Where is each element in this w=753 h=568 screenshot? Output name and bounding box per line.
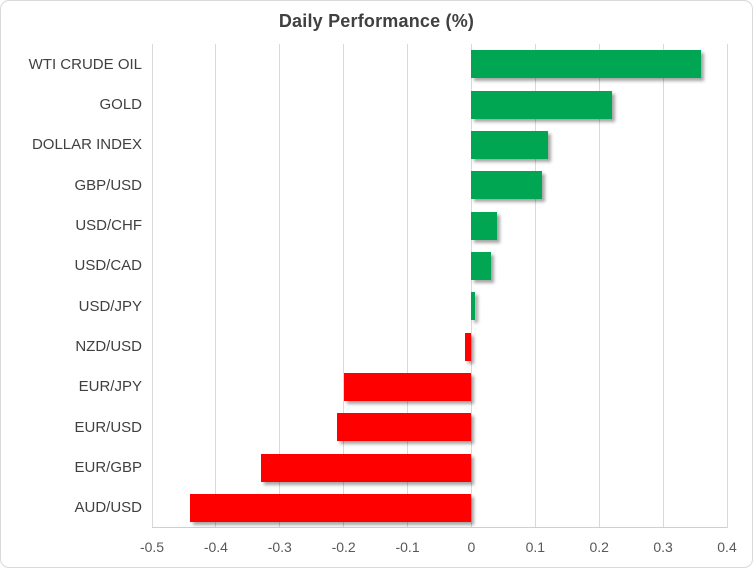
category-label: GBP/USD [74, 176, 142, 194]
gridline [662, 44, 664, 528]
category-label: GOLD [99, 95, 142, 113]
bar-eur-usd [337, 413, 472, 442]
bar-gbp-usd [471, 171, 542, 200]
bar-usd-chf [471, 211, 497, 240]
bar-aud-usd [190, 493, 472, 522]
x-tick-label: -0.5 [139, 539, 165, 555]
x-tick-label: 0.3 [653, 539, 673, 555]
gridline [279, 44, 281, 528]
x-tick-label: 0 [467, 539, 476, 555]
gridline [343, 44, 345, 528]
plot-area [151, 44, 728, 528]
bar-nzd-usd [465, 332, 472, 361]
chart-title: Daily Performance (%) [278, 11, 475, 31]
x-tick-label: -0.2 [331, 539, 356, 555]
category-label: USD/JPY [78, 297, 142, 315]
x-tick-label: 0.4 [717, 539, 737, 555]
bar-eur-jpy [343, 372, 472, 401]
x-tick-label: -0.3 [267, 539, 292, 555]
x-axis-line [152, 527, 727, 528]
category-label: USD/CHF [75, 216, 142, 234]
bar-eur-gbp [260, 453, 472, 482]
bar-dollar-index [471, 130, 549, 159]
category-label: DOLLAR INDEX [31, 136, 142, 154]
gridline [151, 44, 153, 528]
bar-usd-jpy [471, 292, 475, 321]
category-label: AUD/USD [74, 499, 142, 517]
category-label: WTI CRUDE OIL [28, 55, 142, 73]
category-label: NZD/USD [75, 337, 142, 355]
category-label: EUR/USD [74, 418, 142, 436]
x-tick-label: 0.1 [525, 539, 546, 555]
category-label: USD/CAD [74, 257, 142, 275]
gridline [215, 44, 217, 528]
category-label: EUR/GBP [74, 458, 142, 476]
bar-usd-cad [471, 251, 491, 280]
bar-wti-crude-oil [471, 50, 702, 79]
gridline [534, 44, 536, 528]
x-tick-label: -0.1 [395, 539, 420, 555]
x-tick-label: 0.2 [589, 539, 609, 555]
gridline [598, 44, 600, 528]
gridline [726, 44, 728, 528]
gridline [407, 44, 409, 528]
gridline [470, 44, 472, 528]
category-label: EUR/JPY [78, 378, 142, 396]
bar-gold [471, 90, 612, 119]
x-tick-label: -0.4 [203, 539, 228, 555]
